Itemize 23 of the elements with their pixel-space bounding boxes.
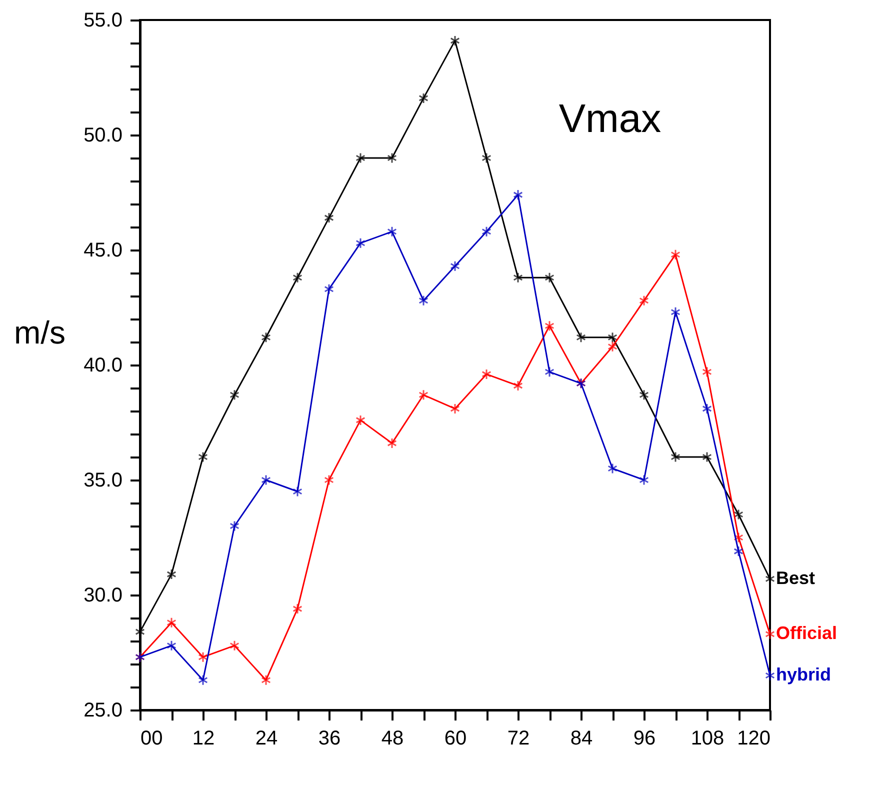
x-tick-label: 00 bbox=[140, 728, 163, 750]
y-tick-label: 55.0 bbox=[84, 10, 122, 32]
x-tick-label: 48 bbox=[381, 728, 404, 750]
y-axis-title: m/s bbox=[14, 314, 66, 350]
x-tick-label: 96 bbox=[633, 728, 656, 750]
series-label: Best bbox=[776, 568, 816, 588]
y-tick-label: 30.0 bbox=[84, 584, 122, 606]
series-label: hybrid bbox=[776, 664, 832, 684]
x-tick-label: 60 bbox=[444, 728, 467, 750]
series-label: Official bbox=[776, 623, 838, 644]
x-tick-label: 120 bbox=[737, 728, 770, 750]
x-tick-label: 108 bbox=[690, 728, 724, 750]
x-tick-label: 12 bbox=[192, 728, 215, 750]
y-tick-label: 40.0 bbox=[84, 354, 122, 376]
x-tick-label: 84 bbox=[570, 728, 593, 750]
x-tick-label: 36 bbox=[318, 728, 341, 750]
y-tick-label: 25.0 bbox=[84, 700, 122, 722]
y-tick-label: 50.0 bbox=[84, 124, 122, 146]
y-tick-label: 45.0 bbox=[84, 240, 122, 262]
y-tick-label: 35.0 bbox=[84, 470, 122, 492]
x-tick-label: 24 bbox=[255, 728, 278, 750]
text: Vmax bbox=[558, 97, 662, 141]
x-tick-label: 72 bbox=[507, 728, 530, 750]
